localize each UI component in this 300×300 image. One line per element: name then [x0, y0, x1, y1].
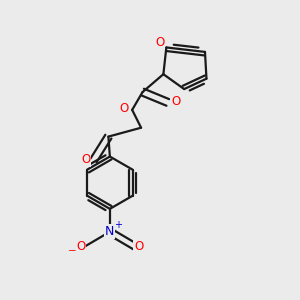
Text: −: − — [68, 246, 76, 256]
Text: O: O — [76, 240, 86, 253]
Text: O: O — [134, 240, 143, 253]
Text: O: O — [155, 36, 164, 49]
Text: +: + — [114, 220, 122, 230]
Text: O: O — [81, 153, 90, 166]
Text: O: O — [119, 103, 128, 116]
Text: N: N — [105, 225, 115, 238]
Text: O: O — [171, 95, 180, 108]
